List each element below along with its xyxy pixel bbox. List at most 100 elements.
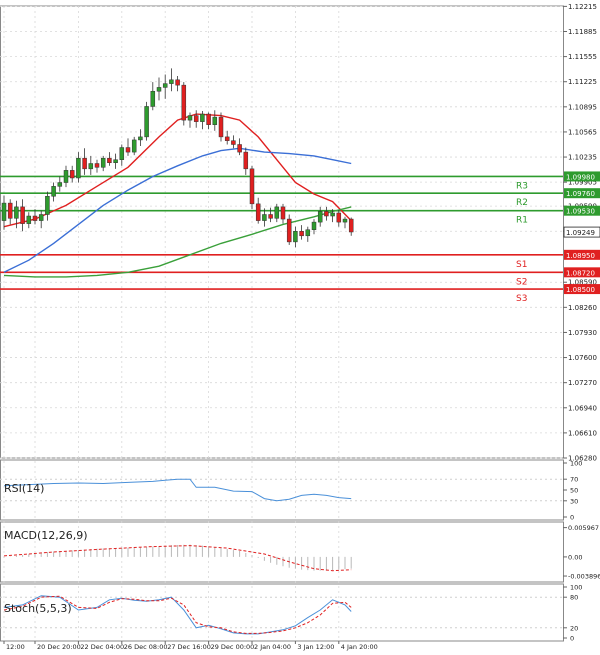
candle-body bbox=[175, 79, 180, 86]
x-tick-label-1: 20 Dec 20:00 bbox=[37, 643, 81, 651]
level-tag-bg-r3 bbox=[564, 171, 600, 182]
candle-body bbox=[1, 202, 7, 221]
stoch-tick-label-1: 80 bbox=[570, 594, 578, 602]
price-tick-label-4: 1.10895 bbox=[568, 103, 597, 111]
candle-body bbox=[162, 83, 168, 88]
price-tick-label-5: 1.10565 bbox=[568, 128, 597, 136]
price-tick-label-17: 1.06280 bbox=[568, 455, 597, 463]
indicator-panel-frame-2 bbox=[0, 583, 564, 642]
price-tick-label-1: 1.11885 bbox=[568, 28, 597, 36]
candle-body bbox=[20, 206, 25, 224]
candle-body bbox=[206, 113, 211, 125]
candle-body bbox=[237, 144, 242, 153]
price-tick-label-0: 1.12215 bbox=[568, 3, 597, 11]
macd-title: MACD(12,26,9) bbox=[4, 529, 88, 542]
level-tag-s1: 1.08950 bbox=[566, 252, 595, 260]
candle-body bbox=[280, 206, 286, 220]
level-label-r1: R1 bbox=[516, 216, 528, 226]
price-tick-label-11: 1.08260 bbox=[568, 304, 597, 312]
candle-body bbox=[342, 218, 348, 223]
price-tick-label-3: 1.11225 bbox=[568, 78, 597, 86]
candle-body bbox=[69, 170, 75, 179]
indicator-panel-frame-1 bbox=[0, 521, 564, 583]
candle-body bbox=[107, 157, 112, 164]
candle-body bbox=[311, 221, 317, 230]
price-tick-label-2: 1.11555 bbox=[568, 53, 597, 61]
candle-body bbox=[200, 113, 205, 122]
candle-body bbox=[299, 230, 304, 237]
price-tick-label-15: 1.06940 bbox=[568, 404, 597, 412]
candle-body bbox=[336, 212, 342, 223]
rsi-tick-label-2: 50 bbox=[570, 487, 578, 495]
candle-body bbox=[119, 147, 125, 160]
level-tag-bg-s1 bbox=[564, 249, 600, 260]
macd-tick-label-2: -0.003896 bbox=[568, 573, 600, 581]
x-tick-label-6: 2 Jan 04:00 bbox=[254, 643, 291, 651]
price-tick-label-7: 1.09905 bbox=[568, 179, 597, 187]
price-tick-label-16: 1.06610 bbox=[568, 429, 597, 437]
candle-body bbox=[181, 84, 187, 121]
moving-average-line-1 bbox=[3, 147, 352, 273]
candle-body bbox=[138, 136, 143, 141]
candle-body bbox=[63, 170, 69, 183]
macd-tick-label-1: 0.00 bbox=[568, 553, 582, 561]
x-tick-label-7: 3 Jan 12:00 bbox=[297, 643, 334, 651]
candle-body bbox=[324, 211, 329, 217]
rsi-title: RSI(14) bbox=[4, 482, 44, 495]
stoch-title: Stoch(5,5,3) bbox=[4, 602, 72, 615]
candle-body bbox=[224, 136, 230, 141]
stoch-tick-label-2: 20 bbox=[570, 624, 578, 632]
candle-body bbox=[262, 214, 267, 221]
stoch-k-line bbox=[3, 595, 352, 635]
candle-body bbox=[45, 195, 50, 215]
candle-body bbox=[231, 140, 236, 145]
candle-body bbox=[7, 202, 13, 219]
candle-body bbox=[330, 212, 335, 217]
price-tick-label-6: 1.10235 bbox=[568, 154, 597, 162]
x-tick-label-4: 27 Dec 16:00 bbox=[167, 643, 211, 651]
x-tick-label-8: 4 Jan 20:00 bbox=[341, 643, 378, 651]
rsi-tick-label-4: 0 bbox=[570, 514, 574, 522]
candle-body bbox=[268, 214, 273, 219]
level-tag-bg-s3 bbox=[564, 284, 600, 295]
stoch-d-line bbox=[3, 595, 352, 634]
candle-body bbox=[274, 206, 280, 219]
rsi-tick-label-1: 70 bbox=[570, 476, 578, 484]
candle-body bbox=[88, 163, 94, 170]
level-tag-s3: 1.08500 bbox=[566, 286, 595, 294]
macd-signal-line bbox=[3, 545, 352, 572]
candle-body bbox=[286, 218, 292, 243]
candle-body bbox=[51, 186, 56, 197]
candle-body bbox=[348, 218, 354, 233]
current-price-tag-bg bbox=[563, 226, 600, 238]
candle-body bbox=[38, 214, 44, 221]
x-tick-label-0: 12:00 bbox=[6, 643, 25, 651]
candle-body bbox=[100, 157, 106, 168]
level-label-r2: R2 bbox=[516, 198, 528, 208]
price-tick-label-12: 1.07930 bbox=[568, 329, 597, 337]
price-tick-label-13: 1.07600 bbox=[568, 354, 597, 362]
rsi-tick-label-0: 100 bbox=[570, 460, 582, 468]
candle-body bbox=[76, 157, 81, 179]
rsi-tick-label-3: 30 bbox=[570, 497, 578, 505]
candle-body bbox=[94, 163, 100, 168]
price-tick-label-14: 1.07270 bbox=[568, 379, 597, 387]
candle-body bbox=[249, 168, 255, 205]
macd-tick-label-0: 0.005967 bbox=[568, 524, 599, 532]
candle-body bbox=[113, 159, 118, 164]
candle-body bbox=[14, 206, 19, 219]
level-label-r3: R3 bbox=[516, 181, 528, 191]
level-tag-r2: 1.09760 bbox=[566, 190, 595, 198]
stoch-tick-label-3: 0 bbox=[570, 635, 574, 643]
candle-body bbox=[255, 203, 261, 221]
level-label-s2: S2 bbox=[516, 277, 527, 287]
candle-body bbox=[125, 147, 131, 153]
current-price-tag: 1.09249 bbox=[566, 229, 595, 237]
rsi-line bbox=[3, 478, 352, 502]
stoch-tick-label-0: 100 bbox=[570, 584, 582, 592]
candle-body bbox=[218, 116, 224, 138]
moving-average-line-2 bbox=[3, 206, 352, 278]
level-label-s3: S3 bbox=[516, 294, 527, 304]
candle-body bbox=[187, 115, 193, 121]
